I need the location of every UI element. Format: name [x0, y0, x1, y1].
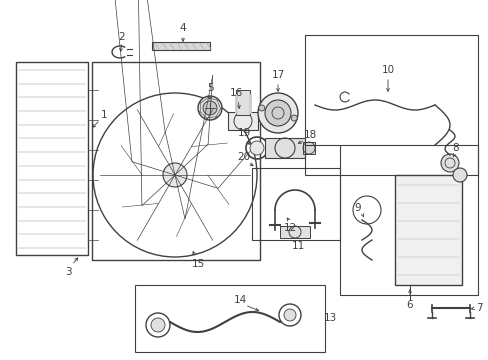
Text: 15: 15 [191, 259, 204, 269]
Polygon shape [264, 138, 305, 158]
Circle shape [249, 141, 264, 155]
Polygon shape [152, 42, 209, 50]
Circle shape [440, 154, 458, 172]
Circle shape [291, 115, 297, 121]
Circle shape [452, 168, 466, 182]
Text: 5: 5 [206, 83, 213, 93]
Circle shape [264, 100, 290, 126]
Text: 16: 16 [229, 88, 242, 98]
Text: 10: 10 [381, 65, 394, 75]
Text: 13: 13 [323, 313, 336, 323]
Text: 14: 14 [233, 295, 246, 305]
Circle shape [284, 309, 295, 321]
Text: 7: 7 [475, 303, 481, 313]
Polygon shape [227, 112, 258, 130]
Text: 4: 4 [179, 23, 186, 33]
Circle shape [258, 105, 264, 111]
Text: 18: 18 [303, 130, 316, 140]
Circle shape [198, 96, 222, 120]
Text: 3: 3 [64, 267, 71, 277]
Text: 2: 2 [119, 32, 125, 42]
Polygon shape [394, 175, 461, 285]
Polygon shape [236, 90, 249, 115]
Text: 12: 12 [283, 223, 296, 233]
Circle shape [163, 163, 186, 187]
Circle shape [203, 101, 217, 115]
Polygon shape [280, 226, 309, 238]
Text: 8: 8 [452, 143, 458, 153]
Polygon shape [303, 142, 314, 154]
Circle shape [258, 93, 297, 133]
Circle shape [151, 318, 164, 332]
Text: 1: 1 [101, 110, 107, 120]
Text: 11: 11 [291, 241, 304, 251]
Text: 6: 6 [406, 300, 412, 310]
Text: 17: 17 [271, 70, 284, 80]
Text: 19: 19 [237, 128, 250, 138]
Text: 20: 20 [237, 152, 250, 162]
Text: 9: 9 [354, 203, 361, 213]
